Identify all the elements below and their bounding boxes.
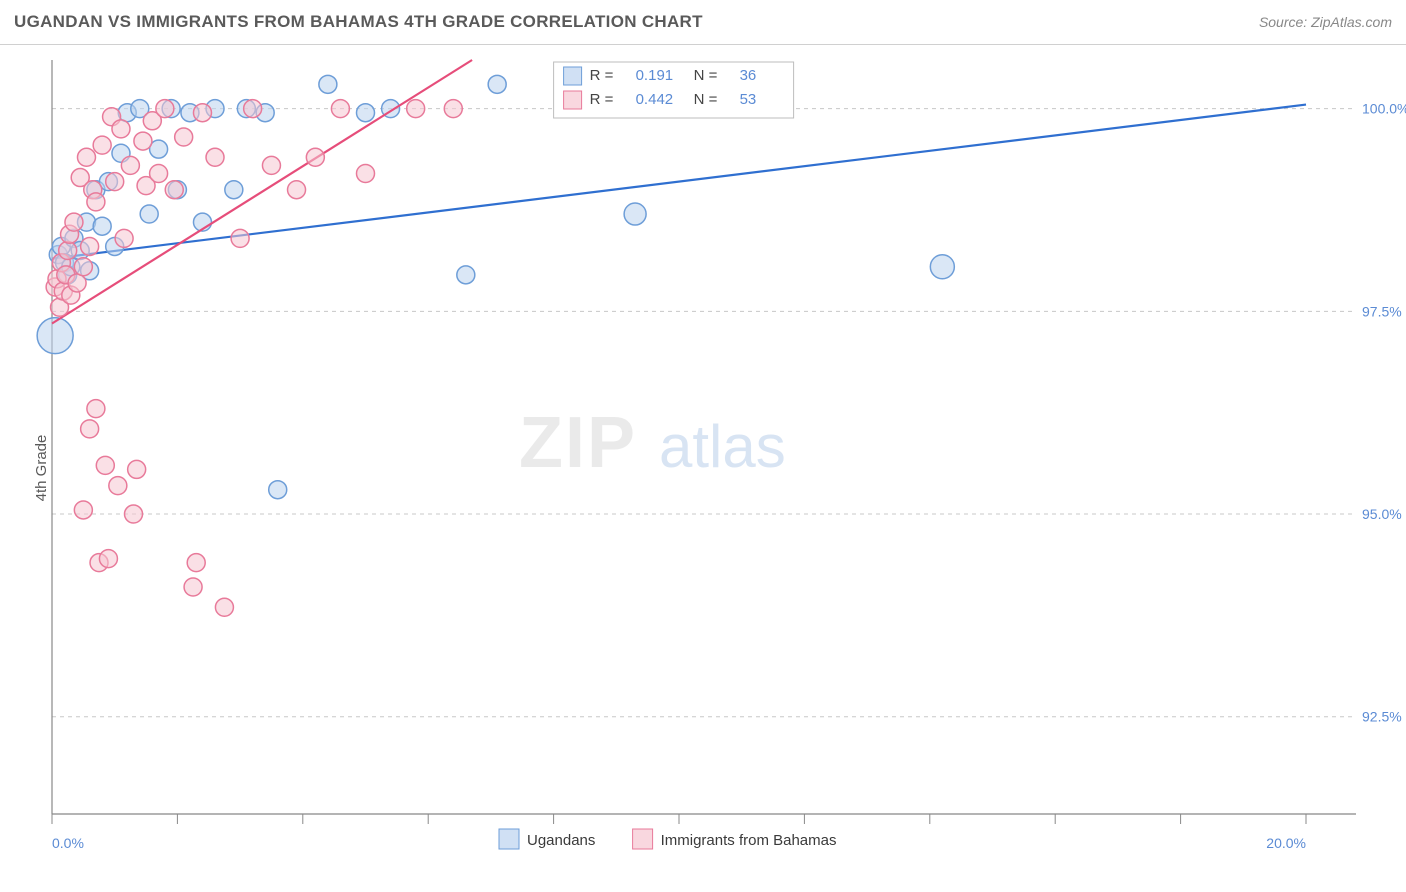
data-point (125, 505, 143, 523)
data-point (128, 460, 146, 478)
legend-R-label: R = (590, 67, 614, 84)
source-name: ZipAtlas.com (1311, 14, 1392, 30)
y-tick-label: 97.5% (1362, 303, 1402, 319)
data-point (624, 203, 646, 225)
data-point (68, 274, 86, 292)
data-point (140, 205, 158, 223)
data-point (187, 554, 205, 572)
data-point (930, 255, 954, 279)
data-point (96, 456, 114, 474)
legend-R-value: 0.442 (636, 91, 674, 108)
plot-area: 4th Grade ZIP atlas 92.5% 95.0% 97.5% 100.0% 0… (0, 44, 1406, 892)
bottom-legend-label: Ugandans (527, 832, 595, 849)
scatter-chart: ZIP atlas 92.5% 95.0% 97.5% 100.0% 0.0% 20.0% R … (0, 44, 1406, 892)
legend-swatch (564, 91, 582, 109)
data-point (244, 100, 262, 118)
chart-title: UGANDAN VS IMMIGRANTS FROM BAHAMAS 4TH G… (14, 12, 703, 32)
data-point (215, 598, 233, 616)
trend-line-bahamas (52, 60, 472, 323)
chart-source: Source: ZipAtlas.com (1259, 14, 1392, 30)
data-point (87, 400, 105, 418)
data-point (115, 229, 133, 247)
data-point (319, 75, 337, 93)
bottom-legend: Ugandans Immigrants from Bahamas (499, 829, 836, 849)
watermark-zip: ZIP (519, 403, 637, 483)
data-point (74, 258, 92, 276)
data-point (59, 242, 77, 260)
data-point (357, 104, 375, 122)
legend-N-value: 53 (740, 91, 757, 108)
data-point (175, 128, 193, 146)
data-point (306, 148, 324, 166)
legend-R-value: 0.191 (636, 67, 674, 84)
data-point (262, 156, 280, 174)
x-tick-label-min: 0.0% (52, 835, 84, 851)
data-point (206, 148, 224, 166)
data-point (112, 120, 130, 138)
data-point (357, 165, 375, 183)
legend-swatch (564, 67, 582, 85)
data-point (99, 550, 117, 568)
data-point (121, 156, 139, 174)
stats-legend: R = 0.191 N = 36 R = 0.442 N = 53 (554, 62, 794, 118)
data-point (37, 318, 73, 354)
data-point (77, 148, 95, 166)
data-point (65, 213, 83, 231)
data-point (87, 193, 105, 211)
series-bahamas (46, 60, 472, 616)
y-tick-label: 95.0% (1362, 506, 1402, 522)
y-axis-label: 4th Grade (33, 435, 50, 502)
watermark: ZIP atlas (519, 403, 786, 483)
data-point (150, 165, 168, 183)
legend-N-label: N = (694, 67, 718, 84)
data-point (134, 132, 152, 150)
watermark-atlas: atlas (659, 413, 786, 480)
data-point (407, 100, 425, 118)
data-point (156, 100, 174, 118)
source-prefix: Source: (1259, 14, 1311, 30)
legend-R-label: R = (590, 91, 614, 108)
data-point (225, 181, 243, 199)
data-point (269, 481, 287, 499)
data-point (444, 100, 462, 118)
data-point (93, 217, 111, 235)
x-tick-label-max: 20.0% (1266, 835, 1306, 851)
y-tick-label: 100.0% (1362, 101, 1406, 117)
y-tick-label: 92.5% (1362, 709, 1402, 725)
data-point (331, 100, 349, 118)
bottom-legend-swatch (499, 829, 519, 849)
data-point (231, 229, 249, 247)
data-point (457, 266, 475, 284)
data-point (184, 578, 202, 596)
data-point (488, 75, 506, 93)
bottom-legend-label: Immigrants from Bahamas (661, 832, 837, 849)
data-point (106, 173, 124, 191)
data-point (93, 136, 111, 154)
legend-N-label: N = (694, 91, 718, 108)
data-point (193, 104, 211, 122)
data-point (288, 181, 306, 199)
bottom-legend-swatch (633, 829, 653, 849)
data-point (165, 181, 183, 199)
data-point (81, 420, 99, 438)
chart-header: UGANDAN VS IMMIGRANTS FROM BAHAMAS 4TH G… (0, 0, 1406, 45)
data-point (81, 237, 99, 255)
data-point (109, 477, 127, 495)
legend-N-value: 36 (740, 67, 757, 84)
data-point (74, 501, 92, 519)
